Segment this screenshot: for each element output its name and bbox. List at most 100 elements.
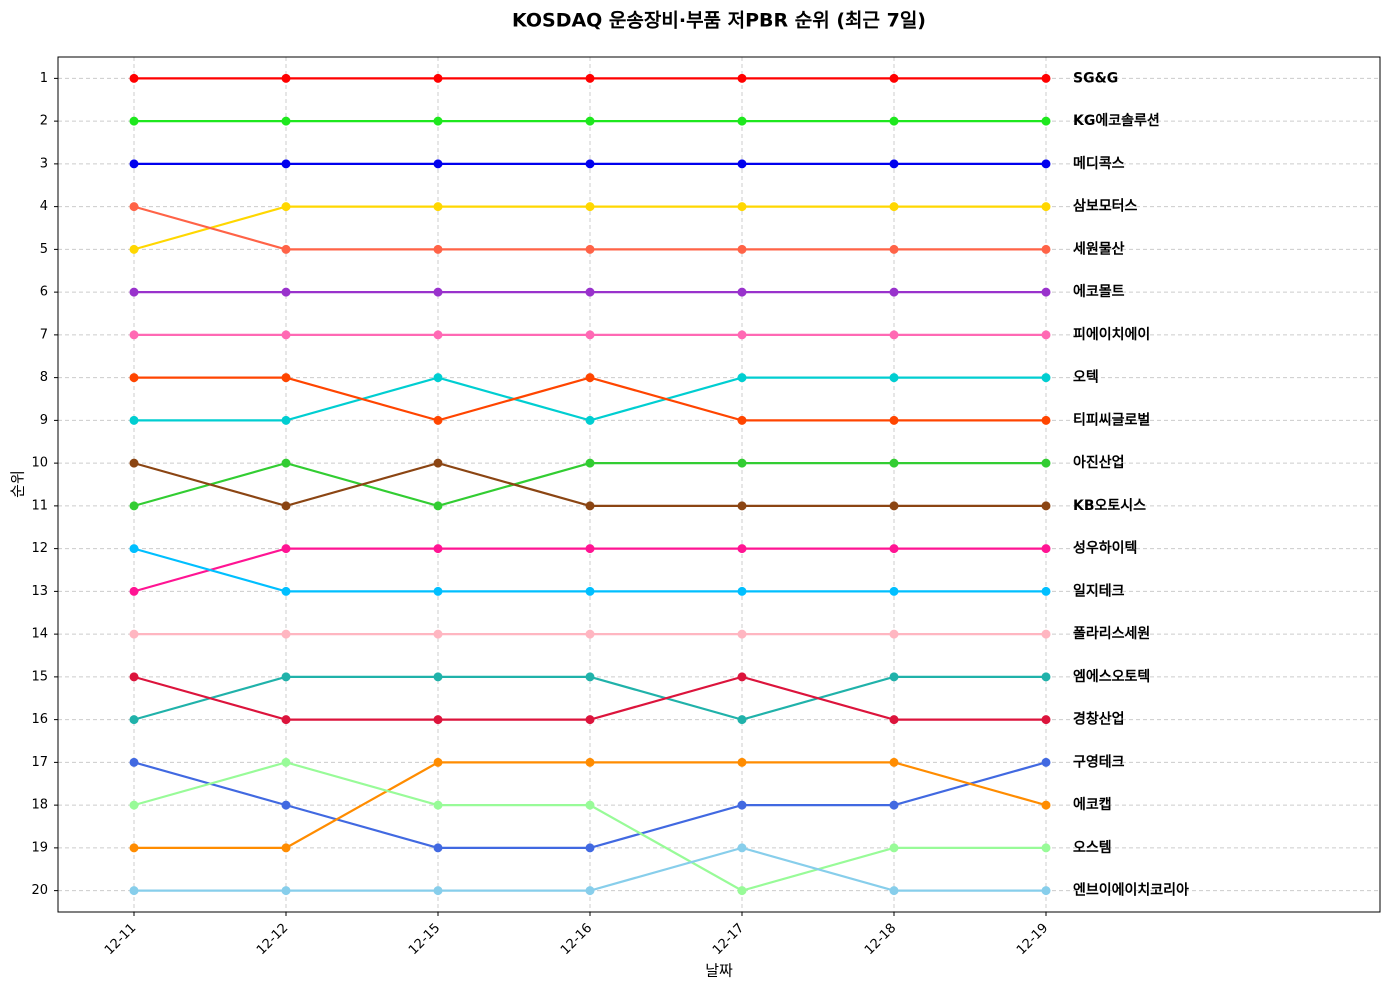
point xyxy=(129,501,139,511)
point xyxy=(737,458,747,468)
y-tick-label: 11 xyxy=(31,498,48,513)
series-line xyxy=(134,376,1046,422)
point xyxy=(585,715,595,725)
point xyxy=(281,501,291,511)
point xyxy=(433,544,443,554)
point xyxy=(281,458,291,468)
x-tick-label: 12-12 xyxy=(254,921,291,958)
point xyxy=(281,843,291,853)
point xyxy=(737,287,747,297)
y-tick-label: 6 xyxy=(40,285,48,300)
series-label: 구영테크 xyxy=(1073,753,1125,770)
series-label: 엔브이에이치코리아 xyxy=(1073,882,1189,899)
y-tick-label: 5 xyxy=(40,242,48,257)
point xyxy=(129,886,139,896)
point xyxy=(737,757,747,767)
x-axis-label: 날짜 xyxy=(705,962,733,980)
point xyxy=(585,629,595,639)
point xyxy=(129,757,139,767)
point xyxy=(889,586,899,596)
point xyxy=(433,757,443,767)
y-tick-label: 16 xyxy=(31,712,48,727)
point xyxy=(281,586,291,596)
point xyxy=(129,458,139,468)
y-tick-label: 10 xyxy=(31,456,48,471)
series-label: 티피씨글로벌 xyxy=(1073,411,1150,428)
point xyxy=(737,501,747,511)
point xyxy=(281,757,291,767)
point xyxy=(889,672,899,682)
y-tick-label: 17 xyxy=(31,755,48,770)
point xyxy=(433,159,443,169)
y-tick-label: 4 xyxy=(40,199,48,214)
series-label: 엠에스오토텍 xyxy=(1073,668,1150,685)
series-label: 아진산업 xyxy=(1073,454,1125,471)
point xyxy=(1041,159,1051,169)
point xyxy=(433,244,443,254)
plot: SG&G KG에코솔루션메디콕스삼보모터스세원물산에코몰트피에이치에이오텍티피씨글… xyxy=(129,70,1189,899)
point xyxy=(737,672,747,682)
point xyxy=(1041,415,1051,425)
point xyxy=(889,757,899,767)
point xyxy=(1041,287,1051,297)
point xyxy=(433,458,443,468)
point xyxy=(1041,116,1051,126)
x-tick-label: 12-19 xyxy=(1014,921,1051,958)
point xyxy=(889,287,899,297)
point xyxy=(281,415,291,425)
series-label: 일지테크 xyxy=(1073,583,1125,599)
point xyxy=(129,287,139,297)
series-label: 삼보모터스 xyxy=(1073,199,1138,215)
point xyxy=(737,586,747,596)
point xyxy=(129,159,139,169)
point xyxy=(433,415,443,425)
point xyxy=(1041,73,1051,83)
point xyxy=(281,287,291,297)
point xyxy=(585,886,595,896)
point xyxy=(281,544,291,554)
point xyxy=(433,672,443,682)
x-tick-label: 12-11 xyxy=(102,921,139,958)
point xyxy=(433,715,443,725)
point xyxy=(129,629,139,639)
point xyxy=(281,629,291,639)
point xyxy=(433,843,443,853)
point xyxy=(585,116,595,126)
point xyxy=(281,202,291,212)
point xyxy=(129,244,139,254)
point xyxy=(129,415,139,425)
point xyxy=(889,629,899,639)
series-label: 오스템 xyxy=(1073,839,1112,856)
point xyxy=(585,330,595,340)
point xyxy=(1041,800,1051,810)
point xyxy=(889,116,899,126)
point xyxy=(433,800,443,810)
point xyxy=(129,800,139,810)
y-tick-label: 1 xyxy=(40,71,48,86)
point xyxy=(433,202,443,212)
point xyxy=(433,73,443,83)
point xyxy=(1041,672,1051,682)
point xyxy=(585,544,595,554)
y-tick-label: 13 xyxy=(31,584,48,599)
y-tick-label: 18 xyxy=(31,798,48,813)
point xyxy=(1041,501,1051,511)
point xyxy=(433,629,443,639)
point xyxy=(129,586,139,596)
point xyxy=(889,800,899,810)
series-label: 세원물산 xyxy=(1073,240,1125,257)
y-tick-label: 12 xyxy=(31,541,48,556)
point xyxy=(585,672,595,682)
point xyxy=(889,159,899,169)
point xyxy=(281,373,291,383)
point xyxy=(433,287,443,297)
point xyxy=(737,415,747,425)
point xyxy=(433,373,443,383)
point xyxy=(889,415,899,425)
point xyxy=(433,330,443,340)
point xyxy=(585,757,595,767)
point xyxy=(889,886,899,896)
point xyxy=(585,843,595,853)
